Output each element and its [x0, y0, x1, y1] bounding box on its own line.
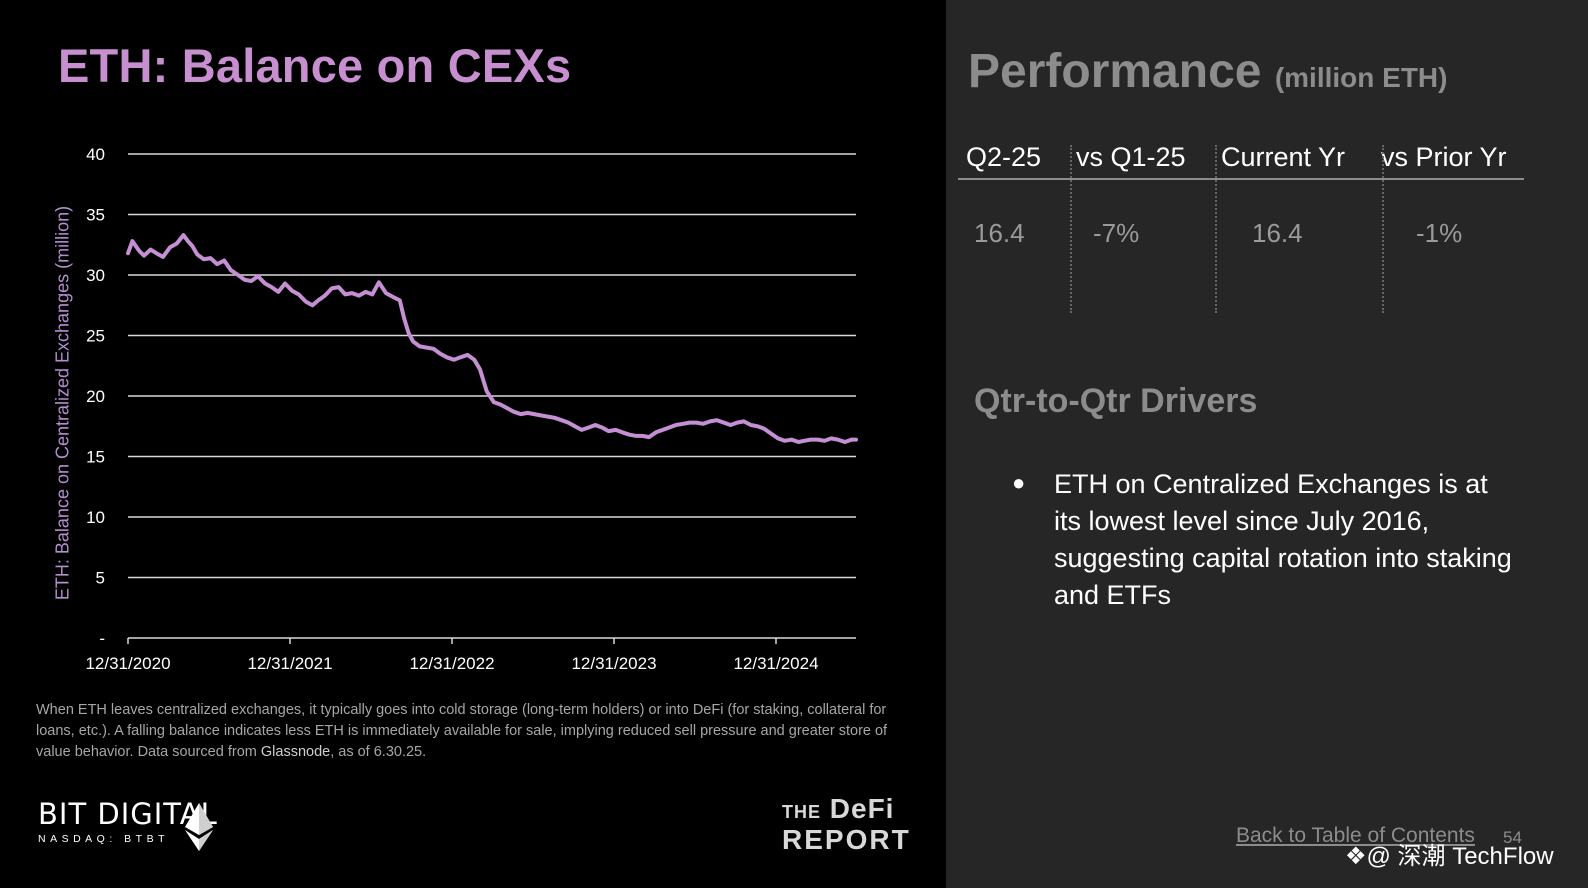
- right-panel: [946, 0, 1588, 888]
- defi-logo-defi: DeFi: [829, 793, 895, 824]
- defi-logo-report: REPORT: [782, 824, 911, 855]
- y-tick-label: 30: [86, 266, 105, 285]
- defi-report-logo: THE DeFi REPORT: [782, 795, 911, 854]
- chart-title: ETH: Balance on CEXs: [58, 39, 572, 92]
- back-to-contents-link[interactable]: Back to Table of Contents: [1236, 824, 1475, 847]
- value-current-yr: 16.4: [1252, 218, 1303, 248]
- x-tick-label: 12/31/2023: [571, 654, 656, 673]
- chart-caption: When ETH leaves centralized exchanges, i…: [36, 700, 896, 763]
- header-current-yr: Current Yr: [1221, 142, 1346, 172]
- bullet-dot: ●: [1012, 470, 1026, 495]
- driver-bullet-text: ETH on Centralized Exchanges is at its l…: [1054, 469, 1512, 610]
- y-tick-label: 20: [86, 387, 105, 406]
- caption-source: Glassnode: [260, 744, 331, 760]
- balance-line-chart: - 5 10 15 20 25 30 35 40 12/31/2020 12/31/2021 12/3…: [85, 145, 858, 673]
- y-tick-label: 15: [86, 448, 105, 467]
- drivers-title: Qtr-to-Qtr Drivers: [974, 382, 1258, 420]
- x-tick-label: 12/31/2021: [247, 654, 332, 673]
- y-tick-label: 35: [86, 206, 105, 225]
- bit-digital-logo: BIT DIGITAL NASDAQ: BTBT: [38, 797, 218, 851]
- techflow-watermark: ❖@ 深潮 TechFlow: [1345, 843, 1554, 870]
- caption-text: When ETH leaves centralized exchanges, i…: [36, 702, 888, 760]
- value-q2-25: 16.4: [974, 218, 1025, 248]
- y-tick-label: 10: [86, 508, 105, 527]
- column-divider: [1382, 145, 1384, 313]
- performance-table: Q2-25 vs Q1-25 Current Yr vs Prior Yr: [958, 138, 1524, 180]
- x-tick-label: 12/31/2024: [733, 654, 818, 673]
- caption-end: , as of 6.30.25.: [330, 744, 427, 760]
- y-tick-label: 5: [96, 569, 105, 588]
- x-tick-label: 12/31/2020: [85, 654, 170, 673]
- column-divider: [1070, 145, 1072, 313]
- header-q2-25: Q2-25: [966, 142, 1042, 172]
- header-vs-q1-25: vs Q1-25: [1076, 142, 1186, 172]
- performance-table-header: Q2-25 vs Q1-25 Current Yr vs Prior Yr: [958, 138, 1524, 180]
- header-vs-prior-yr: vs Prior Yr: [1381, 142, 1507, 172]
- bit-digital-ticker: NASDAQ: BTBT: [38, 833, 170, 845]
- performance-title-text: Performance: [968, 45, 1262, 98]
- y-tick-label: 25: [86, 327, 105, 346]
- y-tick-label: -: [99, 629, 105, 648]
- x-tick-label: 12/31/2022: [409, 654, 494, 673]
- ethereum-icon: [185, 803, 213, 851]
- performance-unit: (million ETH): [1274, 62, 1448, 93]
- value-vs-q1-25: -7%: [1093, 218, 1140, 248]
- performance-title: Performance (million ETH): [968, 44, 1447, 99]
- left-panel: [0, 0, 946, 888]
- defi-logo-the: THE: [782, 802, 821, 822]
- value-vs-prior-yr: -1%: [1416, 218, 1463, 248]
- page-number: 54: [1503, 828, 1522, 847]
- eth-balance-line: [126, 233, 858, 444]
- column-divider: [1215, 145, 1217, 313]
- y-tick-label: 40: [86, 145, 105, 164]
